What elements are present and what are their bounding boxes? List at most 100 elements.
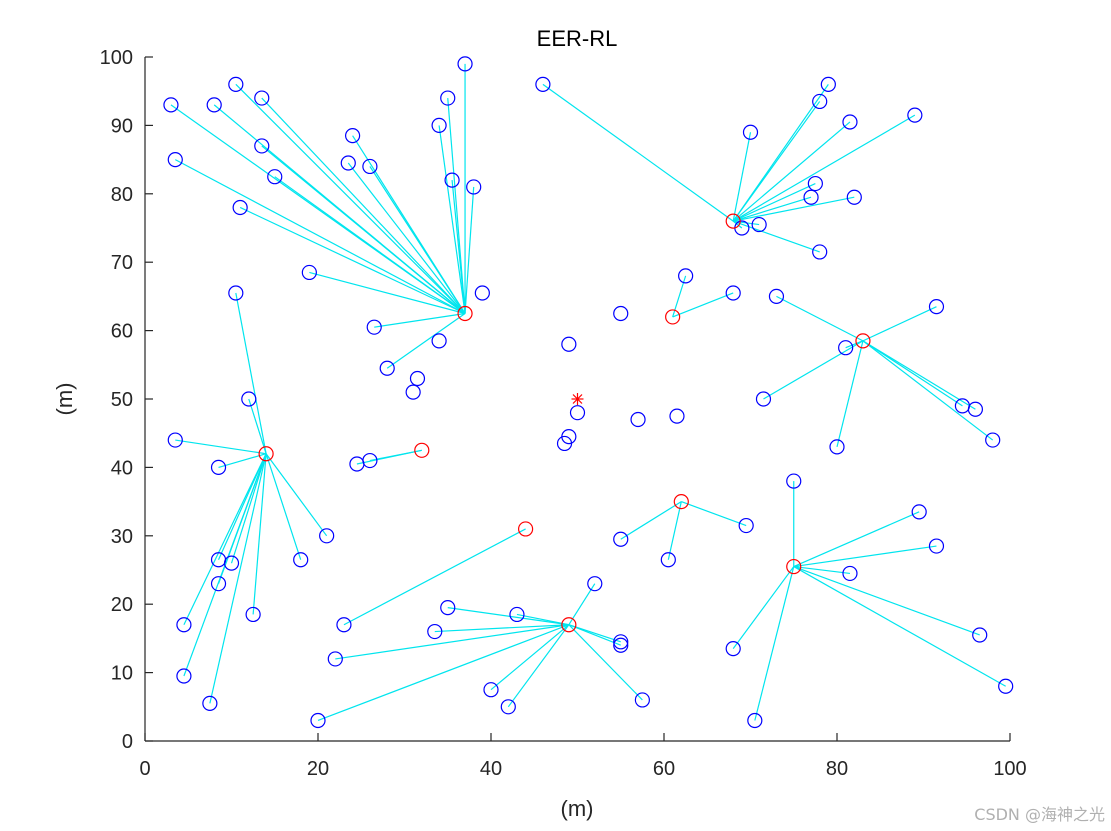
link-line — [793, 545, 937, 568]
y-tick-label: 30 — [111, 526, 133, 548]
sensor-node — [427, 623, 443, 640]
link-line — [732, 182, 816, 222]
sensor-node — [336, 617, 352, 633]
sensor-node — [345, 128, 361, 144]
sensor-node — [176, 668, 192, 684]
sensor-node — [176, 617, 192, 633]
link-line — [369, 449, 422, 462]
sensor-node — [725, 641, 741, 657]
sensor-node — [786, 473, 802, 489]
link-line — [667, 501, 682, 560]
link-line — [235, 83, 466, 314]
sensor-node — [678, 268, 694, 284]
sensor-node — [768, 288, 785, 304]
link-line — [447, 607, 569, 626]
sensor-node — [509, 606, 525, 623]
link-line — [274, 176, 466, 314]
nodes-layer — [163, 56, 1014, 729]
link-line — [175, 439, 267, 455]
sensor-node — [457, 56, 473, 72]
cluster-head — [561, 617, 577, 633]
sensor-node — [167, 432, 183, 448]
sensor-node — [440, 600, 456, 616]
y-tick-label: 100 — [100, 47, 133, 69]
link-line — [309, 271, 466, 315]
link-line — [261, 145, 466, 314]
sensor-node — [634, 692, 650, 708]
sensor-node — [587, 576, 603, 592]
sensor-node — [431, 333, 447, 349]
sensor-node — [928, 299, 945, 315]
link-line — [862, 340, 976, 410]
x-tick-label: 40 — [480, 758, 502, 780]
link-line — [620, 501, 682, 540]
link-line — [183, 453, 267, 625]
link-line — [542, 83, 734, 222]
link-line — [776, 295, 864, 342]
sensor-node — [167, 152, 183, 168]
link-line — [230, 453, 267, 564]
sensor-node — [379, 360, 395, 376]
sensor-node — [751, 216, 767, 233]
sensor-node — [569, 405, 586, 421]
link-line — [793, 565, 851, 575]
link-line — [793, 566, 1006, 687]
sensor-node — [630, 411, 646, 428]
x-axis-label: (m) — [561, 796, 594, 821]
sensor-node — [340, 155, 356, 171]
sink-layer — [571, 393, 584, 405]
link-line — [265, 453, 328, 537]
link-line — [763, 340, 864, 400]
link-line — [516, 613, 569, 626]
sensor-node — [319, 528, 335, 544]
sensor-node — [474, 285, 490, 301]
sensor-node — [842, 565, 858, 582]
sensor-node — [409, 370, 426, 387]
sensor-node — [254, 90, 270, 106]
link-line — [732, 220, 820, 253]
x-tick-label: 0 — [139, 758, 150, 780]
sensor-node — [267, 169, 283, 185]
sensor-node — [293, 552, 309, 568]
cluster-head — [725, 213, 741, 229]
y-tick-label: 80 — [111, 184, 133, 206]
sensor-node — [232, 199, 248, 216]
y-tick-label: 90 — [111, 115, 133, 137]
y-tick-label: 70 — [111, 252, 133, 274]
sensor-node — [998, 678, 1014, 694]
sensor-node — [431, 117, 447, 134]
sensor-node — [366, 319, 382, 335]
sensor-node — [362, 452, 378, 469]
sensor-node — [310, 712, 326, 729]
link-line — [836, 340, 864, 448]
link-line — [732, 121, 851, 222]
sensor-node — [556, 435, 573, 452]
link-line — [862, 340, 963, 407]
link-line — [261, 97, 466, 314]
sensor-node — [466, 179, 482, 195]
x-tick-label: 60 — [653, 758, 675, 780]
link-line — [209, 453, 267, 704]
cluster-head — [457, 305, 473, 322]
sensor-node — [613, 637, 629, 653]
y-axis-label: (m) — [52, 383, 77, 416]
sensor-node — [613, 305, 629, 322]
x-tick-label: 100 — [993, 758, 1026, 780]
sensor-node — [500, 699, 516, 715]
link-line — [464, 186, 475, 314]
sensor-node — [911, 504, 927, 520]
sensor-node — [928, 538, 945, 554]
sensor-node — [444, 172, 460, 188]
sensor-node — [803, 189, 819, 205]
link-line — [434, 624, 569, 633]
link-line — [347, 162, 466, 314]
sensor-node — [535, 76, 551, 92]
sensor-node — [405, 384, 421, 400]
sensor-node — [842, 114, 858, 130]
link-line — [681, 501, 747, 527]
sensor-node — [241, 391, 257, 407]
link-line — [862, 306, 937, 342]
sensor-node — [301, 264, 317, 281]
cluster-head — [517, 521, 534, 537]
link-line — [568, 624, 621, 646]
